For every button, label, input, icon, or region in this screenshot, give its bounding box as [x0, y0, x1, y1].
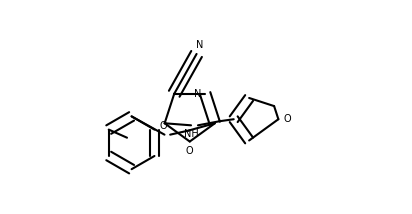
Text: NH: NH	[184, 129, 199, 138]
Text: O: O	[283, 114, 291, 124]
Text: N: N	[196, 40, 204, 50]
Text: N: N	[194, 89, 201, 99]
Text: O: O	[186, 146, 194, 156]
Text: O: O	[160, 121, 167, 131]
